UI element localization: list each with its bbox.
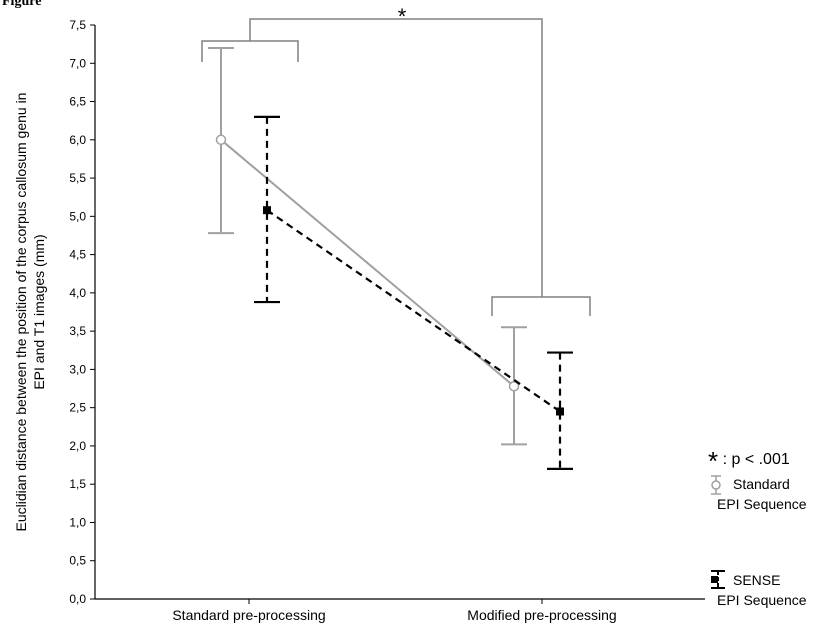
significance-note: * : p < .001 [708, 440, 790, 476]
y-axis-title: Euclidian distance between the position … [13, 93, 29, 532]
x-tick-label: Standard pre-processing [172, 607, 325, 623]
y-tick-label: 7,0 [69, 56, 86, 70]
y-tick-label: 5,5 [69, 171, 86, 185]
legend-sense-line1: SENSE [733, 572, 781, 588]
significance-annotation: * [398, 4, 407, 29]
y-tick-label: 2,5 [69, 401, 86, 415]
y-tick-label: 7,5 [69, 18, 86, 32]
significance-star: * [708, 446, 719, 476]
y-tick-label: 2,0 [69, 439, 86, 453]
y-tick-label: 1,5 [69, 477, 86, 491]
data-point [556, 407, 564, 416]
data-point [215, 134, 227, 146]
data-point [263, 206, 271, 215]
y-tick-label: 3,5 [69, 324, 86, 338]
significance-text: : p < .001 [722, 451, 790, 468]
x-tick-label: Modified pre-processing [467, 607, 616, 623]
significance-bracket [249, 18, 543, 297]
legend-item-sense: SENSE EPI Sequence [717, 570, 807, 610]
y-tick-label: 1,0 [69, 515, 86, 529]
legend-standard-line2: EPI Sequence [717, 496, 807, 512]
y-tick-label: 4,0 [69, 286, 86, 300]
legend-item-standard: Standard EPI Sequence [717, 474, 807, 514]
data-point [508, 380, 520, 392]
y-axis-title: EPI and T1 images (mm) [31, 234, 47, 389]
y-tick-label: 6,5 [69, 95, 86, 109]
y-tick-label: 0,0 [69, 592, 86, 606]
legend-sense-icon [711, 576, 718, 583]
legend-sense-line2: EPI Sequence [717, 592, 807, 608]
y-tick-label: 3,0 [69, 362, 86, 376]
y-tick-label: 5,0 [69, 209, 86, 223]
legend-standard-line1: Standard [733, 476, 790, 492]
series-line [266, 209, 561, 413]
y-tick-label: 0,5 [69, 554, 86, 568]
series-line [220, 139, 515, 388]
figure-label: Figure [2, 0, 42, 9]
y-tick-label: 4,5 [69, 248, 86, 262]
legend-standard-icon [711, 480, 721, 490]
bracket-modified [491, 296, 591, 316]
y-tick-label: 6,0 [69, 133, 86, 147]
bracket-standard [201, 40, 299, 62]
